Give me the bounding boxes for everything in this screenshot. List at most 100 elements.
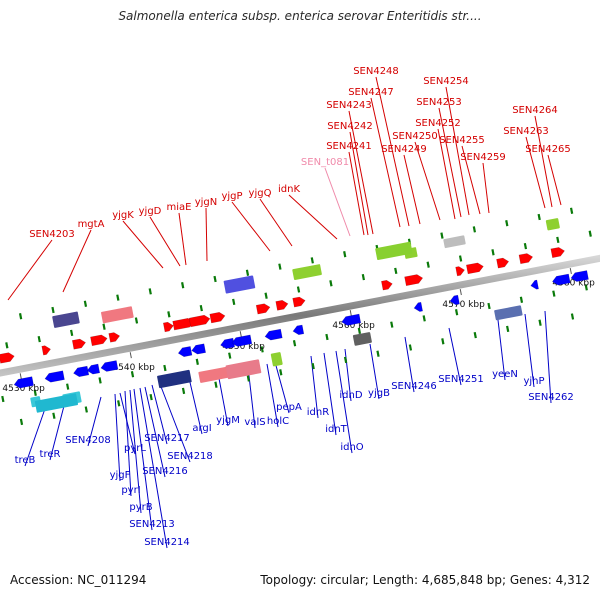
guide-dot — [569, 207, 574, 214]
reverse-label-leader — [266, 363, 279, 428]
gene-label-forward: yjgQ — [249, 188, 272, 199]
scale-tick-label: 4580 kbp — [552, 279, 595, 289]
guide-dot — [51, 306, 55, 314]
guide-dot — [343, 251, 347, 258]
forward-gene-arrow — [518, 253, 534, 265]
guide-dot — [199, 304, 203, 312]
feature-box — [198, 366, 232, 383]
track-guide-dots — [19, 313, 575, 426]
forward-label-leader — [437, 128, 456, 220]
reverse-gene-arrow — [570, 270, 589, 282]
guide-dot — [195, 358, 199, 365]
guide-dot — [361, 273, 365, 281]
reverse-label-leader — [24, 402, 48, 467]
guide-dot — [70, 329, 74, 337]
scale-tick-label: 4560 kbp — [332, 321, 375, 331]
guide-dot — [18, 313, 23, 320]
guide-dot — [343, 356, 348, 364]
guide-dot — [296, 286, 301, 293]
gene-label-reverse: pepA — [276, 402, 302, 413]
gene-label-forward: yjgP — [221, 191, 242, 202]
forward-label-leader — [414, 141, 441, 221]
guide-dot — [552, 290, 556, 297]
gene-label-forward: SEN4241 — [326, 141, 372, 152]
guide-dot — [376, 350, 380, 357]
gene-label-forward: yjgN — [195, 197, 218, 208]
scale-tick-mark — [349, 310, 352, 317]
forward-label-leader — [149, 216, 181, 267]
gene-label-reverse: SEN4217 — [144, 433, 190, 444]
scale-tick-mark — [569, 267, 572, 275]
guide-dot — [588, 230, 592, 237]
gene-label-reverse: SEN4246 — [391, 381, 437, 392]
guide-dot — [163, 364, 167, 372]
feature-box — [375, 241, 413, 261]
feature-box — [223, 275, 256, 294]
feature-box — [443, 235, 466, 249]
reverse-label-leader — [124, 390, 132, 497]
forward-gene-arrow — [466, 262, 484, 275]
forward-gene-arrow — [41, 345, 51, 356]
reverse-label-leader — [369, 343, 380, 400]
forward-label-leader — [178, 212, 187, 266]
feature-box — [225, 359, 262, 380]
gene-label-reverse: pyrI — [121, 485, 140, 496]
gene-label-forward: yjgD — [139, 206, 162, 217]
scale-tick-label: 4540 kbp — [112, 363, 155, 373]
forward-label-leader — [348, 151, 365, 236]
page-title: Salmonella enterica subsp. enterica sero… — [118, 9, 482, 23]
forward-label-leader — [348, 110, 374, 235]
forward-label-leader — [205, 207, 208, 262]
feature-box — [157, 369, 192, 389]
forward-gene-arrow — [381, 280, 393, 291]
feature-box — [292, 264, 322, 280]
gene-label-forward: mgtA — [78, 219, 105, 230]
reverse-label-leader — [159, 383, 191, 463]
guide-dot — [1, 395, 5, 403]
forward-gene-arrow — [108, 332, 121, 343]
guide-dot — [570, 313, 575, 320]
guide-dot — [519, 296, 524, 303]
feature-box — [545, 218, 560, 231]
track-guide-dots — [18, 207, 574, 320]
guide-dot — [130, 371, 135, 378]
scale-tick-mark — [19, 373, 22, 380]
feature-box — [52, 311, 80, 328]
guide-dot — [246, 375, 251, 382]
reverse-gene-arrow — [100, 360, 119, 372]
guide-dot — [394, 267, 398, 275]
gene-label-reverse: SEN4251 — [438, 374, 484, 385]
feature-box — [270, 352, 283, 367]
reverse-label-leader — [274, 361, 290, 414]
guide-dot — [228, 352, 232, 359]
guide-dot — [329, 280, 333, 287]
gene-label-reverse: argI — [192, 423, 211, 434]
gene-label-forward: SEN4243 — [326, 100, 372, 111]
guide-dot — [181, 282, 185, 289]
gene-label-reverse: yeeN — [492, 369, 518, 380]
guide-dot — [66, 383, 70, 390]
gene-label-reverse: treB — [15, 455, 36, 466]
guide-dot — [84, 406, 88, 413]
guide-dot — [473, 331, 477, 339]
reverse-gene-arrow — [449, 294, 460, 306]
guide-dot — [149, 393, 153, 401]
guide-dot — [264, 292, 268, 299]
gene-label-reverse: yjhP — [523, 376, 544, 387]
guide-dot — [311, 362, 315, 370]
reverse-label-leader — [188, 377, 203, 435]
scale-tick-mark — [129, 352, 132, 359]
gene-label-rna: SEN_t081 — [301, 157, 349, 168]
forward-label-leader — [370, 97, 401, 228]
forward-gene-arrow — [496, 257, 510, 269]
guide-dot — [245, 269, 250, 276]
guide-dot — [83, 300, 88, 307]
forward-gene-arrow — [188, 314, 211, 328]
forward-label-leader — [403, 154, 421, 225]
feature-box — [34, 393, 79, 413]
forward-label-leader — [7, 239, 53, 301]
reverse-label-leader — [144, 386, 166, 478]
reverse-gene-arrow — [44, 370, 65, 383]
forward-label-leader — [62, 229, 92, 293]
